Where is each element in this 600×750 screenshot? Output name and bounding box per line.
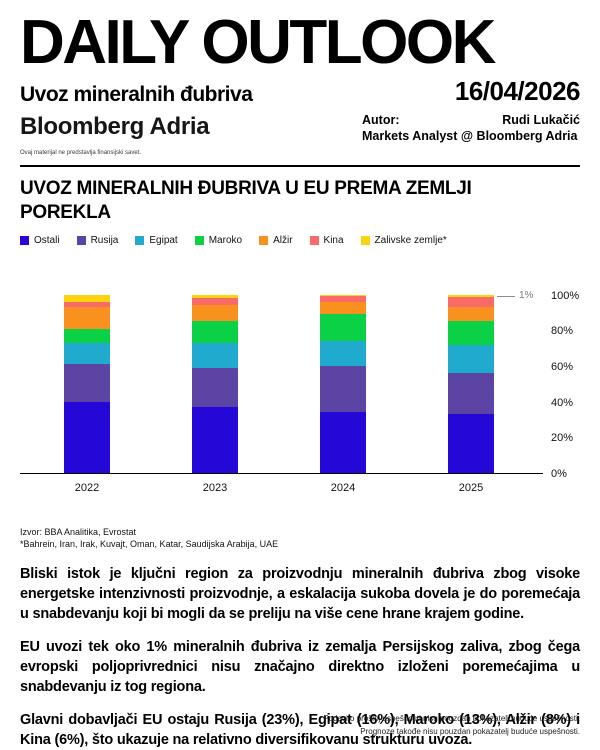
header-divider xyxy=(20,165,580,168)
legend-item: Rusija xyxy=(76,234,119,246)
legend-swatch-icon xyxy=(135,235,145,245)
bar-segment xyxy=(192,298,238,306)
source-note: Izvor: BBA Analitika, Evrostat *Bahrein,… xyxy=(20,526,580,550)
legend-swatch-icon xyxy=(20,235,29,245)
y-axis-tick-label: 0% xyxy=(551,467,567,480)
header: DAILY OUTLOOK Uvoz mineralnih đubriva 16… xyxy=(20,8,581,168)
paragraph-1: Bliski istok je ključni region za proizv… xyxy=(20,566,580,623)
bar-segment xyxy=(192,321,238,343)
bar-segment xyxy=(192,294,238,299)
bar-segment xyxy=(64,328,110,343)
bar-segment xyxy=(448,344,494,374)
legend-label: Maroko xyxy=(208,234,243,246)
source-footnote: *Bahrein, Iran, Irak, Kuvajt, Oman, Kata… xyxy=(20,538,279,549)
header-disclaimer: Ovaj materijal ne predstavlja finansijsk… xyxy=(20,150,142,157)
chart-title: UVOZ MINERALNIH ĐUBRIVA U EU PREMA ZEMLJ… xyxy=(20,178,472,223)
legend-swatch-icon xyxy=(360,235,370,245)
source-line: Izvor: BBA Analitika, Evrostat xyxy=(20,526,137,537)
bar-segment xyxy=(192,406,238,473)
stacked-bar-2025 xyxy=(448,294,494,473)
legend-label: Alžir xyxy=(273,234,293,246)
brand-logo: Bloomberg Adria xyxy=(20,113,210,140)
y-axis-ticks: 0% 20% 40% 60% 80% 100% xyxy=(551,290,591,480)
bar-segment xyxy=(320,341,366,366)
report-subtitle: Uvoz mineralnih đubriva xyxy=(20,83,253,106)
bar-segment xyxy=(320,294,366,296)
stacked-bar-2024 xyxy=(320,294,366,473)
legend-item: Kina xyxy=(309,234,344,246)
author-line: Autor: Rudi Lukačić xyxy=(362,113,580,129)
x-axis-label: 2024 xyxy=(330,481,356,494)
report-date: 16/04/2026 xyxy=(454,76,581,106)
author-block: Autor: Rudi Lukačić Markets Analyst @ Bl… xyxy=(362,113,580,144)
legend-label: Rusija xyxy=(90,234,119,246)
x-axis-label: 2022 xyxy=(74,481,100,494)
subtitle-row: Uvoz mineralnih đubriva 16/04/2026 xyxy=(20,76,581,107)
chart-area: 2022 2023 2024 2025 1% 0% 20% 40% 60% 80% 100% xyxy=(20,290,580,508)
y-axis-tick-label: 40% xyxy=(551,396,574,409)
legend-swatch-icon xyxy=(259,235,269,245)
bar-segment xyxy=(64,307,110,329)
bar-segment xyxy=(64,364,110,402)
bar-segment xyxy=(320,301,366,315)
bar-segment xyxy=(448,294,494,297)
bar-segment xyxy=(448,321,494,345)
annotation-label: 1% xyxy=(519,289,534,301)
bar-segment xyxy=(320,412,366,473)
bar-segment xyxy=(64,342,110,365)
brand-row: Bloomberg Adria Autor: Rudi Lukačić Mark… xyxy=(20,113,580,144)
y-axis-tick-label: 60% xyxy=(551,360,574,373)
legend-item: Maroko xyxy=(194,234,243,246)
performance-disclaimer: Podaci o prošloj uspešnosti nisu pouzdan… xyxy=(323,713,580,738)
bar-segment xyxy=(192,305,238,322)
bar-segment xyxy=(192,367,238,407)
legend-swatch-icon xyxy=(309,235,319,245)
bar-segment xyxy=(320,365,366,413)
x-axis-label: 2025 xyxy=(458,481,484,494)
chart-section: UVOZ MINERALNIH ĐUBRIVA U EU PREMA ZEMLJ… xyxy=(20,177,580,550)
author-label: Autor: xyxy=(362,113,400,127)
disclaimer-line-2: Prognoze takođe nisu pouzdan pokazatelj … xyxy=(360,726,580,736)
bar-segment xyxy=(448,307,494,322)
bar-segment xyxy=(448,296,494,308)
legend-label: Egipat xyxy=(149,234,178,246)
legend-label: Ostali xyxy=(34,234,60,246)
disclaimer-line-1: Podaci o prošloj uspešnosti nisu pouzdan… xyxy=(323,714,580,724)
paragraph-2: EU uvozi tek oko 1% mineralnih đubriva i… xyxy=(20,639,580,696)
bar-segment xyxy=(320,314,366,342)
body-copy: Bliski istok je ključni region za proizv… xyxy=(20,564,580,750)
legend-label: Zalivske zemlje* xyxy=(374,234,447,246)
y-axis-tick-label: 80% xyxy=(551,325,574,338)
annotation-leader-line xyxy=(497,295,515,298)
legend-swatch-icon xyxy=(194,235,204,245)
bar-segment xyxy=(64,294,110,302)
bar-segment xyxy=(192,342,238,368)
chart-plot: 2022 2023 2024 2025 1% xyxy=(20,290,543,494)
paragraph-3: Glavni dobavljači EU ostaju Rusija (23%)… xyxy=(20,712,580,749)
legend-item: Alžir xyxy=(259,234,293,246)
bar-segment xyxy=(64,401,110,473)
stacked-bar-2022 xyxy=(64,294,110,473)
x-axis-label: 2023 xyxy=(202,481,228,494)
bar-segment xyxy=(320,295,366,302)
y-axis-tick-label: 100% xyxy=(551,289,580,302)
legend-item: Zalivske zemlje* xyxy=(360,234,447,246)
stacked-bar-2023 xyxy=(192,294,238,473)
legend-item: Ostali xyxy=(20,235,60,246)
legend-label: Kina xyxy=(323,234,344,246)
author-name: Rudi Lukačić xyxy=(502,113,580,127)
chart-legend: Ostali Rusija Egipat Maroko Alžir Kina Zalivsk… xyxy=(20,235,580,246)
author-role: Markets Analyst @ Bloomberg Adria xyxy=(362,128,578,143)
bar-segment xyxy=(448,373,494,415)
bar-segment xyxy=(64,301,110,308)
bar-segment xyxy=(448,414,494,473)
y-axis-tick-label: 20% xyxy=(551,432,574,445)
masthead-title: DAILY OUTLOOK xyxy=(20,8,496,77)
legend-swatch-icon xyxy=(76,235,86,245)
legend-item: Egipat xyxy=(135,234,178,246)
